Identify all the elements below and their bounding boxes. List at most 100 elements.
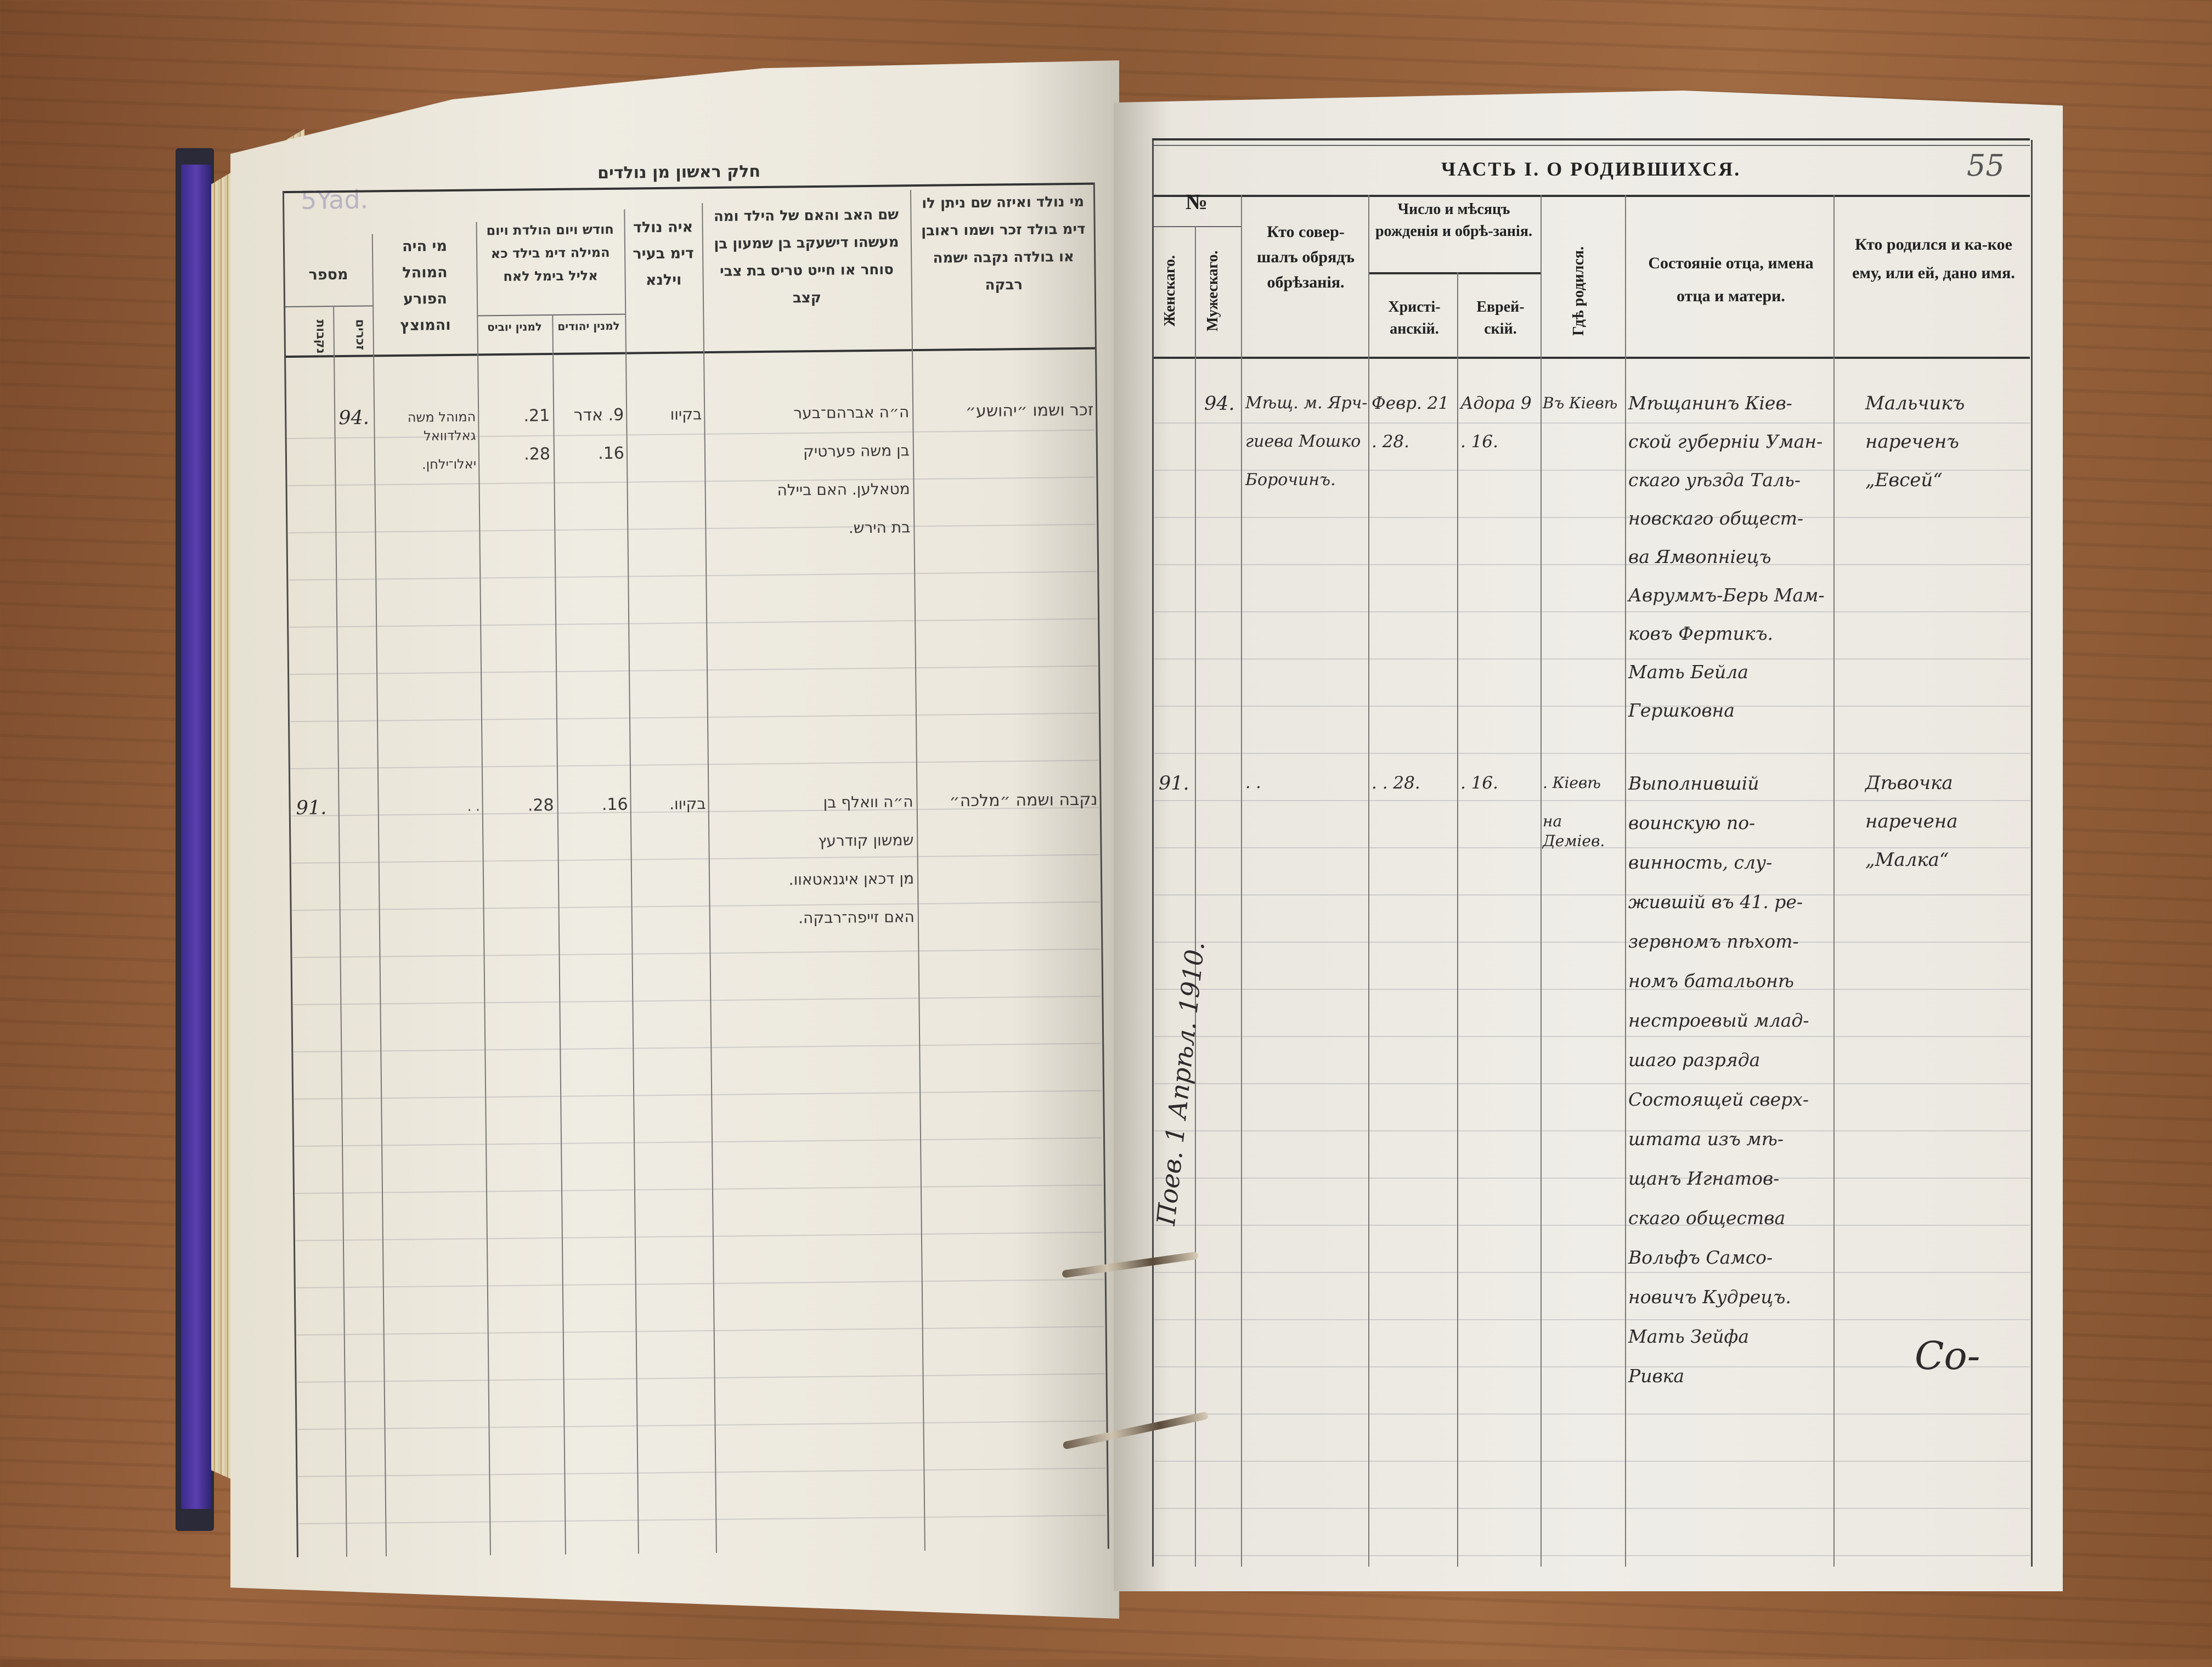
child-name-line: Дѣвочка xyxy=(1865,772,1953,794)
christian-date-line: . . 28. xyxy=(1372,773,1420,793)
header-child: Кто родился и ка-кое ему, или ей, дано и… xyxy=(1852,235,2015,282)
header-dates: Число и мѣсяцъ рожденія и обрѣ-занія. xyxy=(1375,201,1532,240)
parents-line: ва Ямвопнiецъ xyxy=(1628,546,1771,567)
ruled-line xyxy=(1154,1461,2030,1462)
parents: Выполнившій воинскую по-винность, слу-жив… xyxy=(1628,764,1809,1396)
male-number: 94. xyxy=(1204,393,1235,415)
header-place: Гдѣ родился. xyxy=(1570,246,1587,336)
top-double-rule-thin xyxy=(1152,145,2030,146)
jewish-date-line: Адора 9 xyxy=(1460,393,1532,413)
ruled-line xyxy=(1154,706,2030,707)
parents-line: штата изъ мѣ- xyxy=(1628,1128,1784,1150)
officiant-line: Мѣщ. м. Ярч- xyxy=(1245,393,1368,413)
officiant-line: Борочинъ. xyxy=(1245,470,1336,489)
child-name: Дѣвочка наречена „Малка“ xyxy=(1865,764,1958,879)
parents-line: жившій въ 41. ре- xyxy=(1628,891,1803,913)
ruled-line xyxy=(1154,564,2030,565)
ruled-line xyxy=(1154,989,2030,990)
jewish-date: . 16. xyxy=(1460,764,1498,802)
parents-line: скаго общества xyxy=(1628,1207,1786,1229)
birth-place: Въ Кіевѣ xyxy=(1543,384,1623,423)
child-name-line: „Малка“ xyxy=(1865,849,1949,871)
child-name: Мальчикъ нареченъ „Евсей“ xyxy=(1865,384,1965,499)
ruled-line xyxy=(1154,894,2030,896)
parents-line: новичъ Кудрецъ. xyxy=(1628,1286,1791,1308)
officiant: Мѣщ. м. Ярч-гиева Мошко Борочинъ. xyxy=(1245,384,1367,499)
birth-place: . Кіевѣ на Деміев. xyxy=(1543,764,1623,851)
parents-line: Мать Бейла xyxy=(1628,661,1748,683)
parents-line: Мать Зейфа xyxy=(1628,1326,1750,1347)
ruled-line xyxy=(1154,847,2030,848)
ruled-line xyxy=(1154,1366,2030,1367)
ruled-line xyxy=(1154,1178,2030,1179)
parents-line: Мѣщанинъ Кіев- xyxy=(1628,392,1792,414)
female-number: 91. xyxy=(1159,773,1189,795)
column-divider xyxy=(1833,195,1835,1567)
header-bottom-rule xyxy=(1152,357,2030,359)
ruled-line xyxy=(1154,753,2030,754)
title-rule xyxy=(1152,195,2030,197)
christian-date: Февр. 21 . 28. xyxy=(1372,384,1449,461)
parents-line: ковъ Фертикъ. xyxy=(1628,623,1774,644)
ruled-line xyxy=(1154,611,2030,612)
header-parents: Состояніе отца, имена отца и матери. xyxy=(1648,254,1814,305)
header-male: Мужескаго. xyxy=(1204,250,1221,331)
child-name-line: наречена xyxy=(1865,810,1958,832)
number-subheader-rule xyxy=(1152,226,1241,227)
page-number: 55 xyxy=(1967,148,2005,183)
parents: Мѣщанинъ Кіев-ской губерніи Уман-скаго у… xyxy=(1628,384,1825,730)
officiant: . . xyxy=(1245,764,1261,802)
parents-line: Ривка xyxy=(1628,1365,1685,1387)
ruled-line xyxy=(1154,1413,2030,1415)
child-name-line: нареченъ xyxy=(1865,431,1959,453)
header-dates-christian: Христі-анскій. xyxy=(1388,299,1441,337)
date-subheader-rule xyxy=(1368,272,1541,274)
parents-line: винность, слу- xyxy=(1628,852,1773,873)
right-page xyxy=(1114,91,2063,1591)
parents-line: шаго разряда xyxy=(1628,1049,1760,1071)
birth-place-line: . Кіевѣ xyxy=(1543,774,1601,792)
parents-line: Гершковна xyxy=(1628,700,1735,721)
table-right-border xyxy=(2031,140,2033,1567)
ruled-line xyxy=(1154,1508,2030,1509)
birth-place-line: Въ Кіевѣ xyxy=(1543,394,1618,412)
ruled-line xyxy=(1154,517,2030,518)
ruled-line xyxy=(1154,1036,2030,1037)
parents-line: ской губерніи Уман- xyxy=(1628,431,1823,452)
ruled-line xyxy=(1154,942,2030,943)
christian-date: . . 28. xyxy=(1372,764,1420,802)
ruled-line xyxy=(1154,1130,2030,1131)
column-divider xyxy=(1241,195,1242,1567)
column-divider xyxy=(1457,272,1458,1567)
parents-line: номъ батальонѣ xyxy=(1628,970,1794,992)
ruled-line xyxy=(1154,1319,2030,1320)
birth-place-line: на Деміев. xyxy=(1543,812,1605,850)
ruled-line xyxy=(1154,1225,2030,1226)
parents-line: Состоящей сверх- xyxy=(1628,1089,1809,1110)
christian-date-line: . 28. xyxy=(1372,432,1410,452)
header-female: Женскаго. xyxy=(1161,255,1178,326)
top-double-rule xyxy=(1152,138,2030,140)
right-page-title: ЧАСТЬ I. О РОДИВШИХСЯ. xyxy=(1441,158,1741,180)
ruled-line xyxy=(1154,423,2030,424)
parents-line: зервномъ пѣхот- xyxy=(1628,931,1799,952)
parents-line: Авруммъ-Берь Мам- xyxy=(1628,584,1825,606)
parents-line: новскаго общест- xyxy=(1628,508,1804,529)
parents-line: скаго уѣзда Таль- xyxy=(1628,469,1801,491)
parents-line: Выполнившій xyxy=(1628,773,1759,794)
ruled-line xyxy=(1154,658,2030,660)
parents-line: нестроевый млад- xyxy=(1628,1010,1809,1031)
column-divider xyxy=(1541,195,1542,1567)
signature: Со- xyxy=(1915,1333,1980,1378)
jewish-date: Адора 9 . 16. xyxy=(1460,384,1532,461)
officiant-line: гиева Мошко xyxy=(1245,432,1361,451)
purple-cloth-spine xyxy=(181,165,211,1509)
child-name-line: Мальчикъ xyxy=(1865,392,1965,414)
table-left-border xyxy=(1152,140,1154,1567)
jewish-date-line: . 16. xyxy=(1460,432,1499,452)
column-divider xyxy=(1368,195,1369,1567)
header-number: № xyxy=(1185,189,1208,214)
officiant-line: . . xyxy=(1245,773,1261,792)
parents-line: щанъ Игнатов- xyxy=(1628,1168,1780,1189)
